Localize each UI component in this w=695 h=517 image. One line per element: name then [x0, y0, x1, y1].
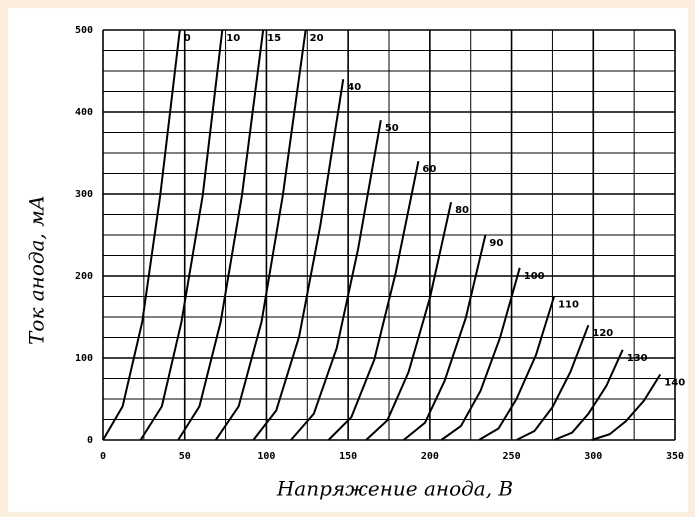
curve	[478, 296, 556, 441]
curve	[177, 29, 265, 441]
curve-label: 60	[422, 164, 436, 175]
curve	[440, 267, 521, 441]
x-tick-label: 250	[503, 451, 521, 462]
curve-label: 130	[627, 353, 648, 364]
curve	[327, 161, 420, 441]
curve	[214, 29, 307, 441]
curve-label: 20	[310, 33, 324, 44]
curve-label: 80	[455, 205, 469, 216]
curve-label: 0	[184, 33, 191, 44]
y-tick-label: 400	[75, 107, 93, 118]
x-tick-label: 150	[339, 451, 357, 462]
y-tick-label: 300	[75, 189, 93, 200]
curve	[553, 349, 624, 441]
x-tick-label: 300	[584, 451, 602, 462]
curve-label: 40	[347, 82, 361, 93]
curve-label: 10	[226, 33, 240, 44]
x-tick-label: 50	[179, 451, 191, 462]
x-tick-label: 0	[100, 451, 106, 462]
curve-label: 100	[524, 271, 545, 282]
curve	[252, 79, 345, 441]
curve-label: 50	[385, 123, 399, 134]
x-axis-label: Напряжение анода, В	[276, 477, 513, 501]
curve-label: 110	[558, 300, 579, 311]
curve	[365, 201, 453, 441]
curve	[591, 373, 662, 441]
curve	[290, 120, 382, 441]
curve	[139, 29, 224, 441]
y-tick-label: 100	[75, 353, 93, 364]
x-tick-label: 100	[257, 451, 275, 462]
curve	[102, 29, 181, 441]
x-tick-label: 350	[666, 451, 684, 462]
curve	[403, 234, 487, 441]
y-tick-label: 0	[87, 435, 93, 446]
y-tick-label: 200	[75, 271, 93, 282]
x-tick-label: 200	[421, 451, 439, 462]
curve	[516, 324, 590, 441]
y-axis-label: Ток анода, мА	[25, 195, 49, 345]
curve-label: 90	[489, 238, 503, 249]
curve-label: 15	[267, 33, 281, 44]
y-tick-label: 500	[75, 25, 93, 36]
curve-label: 140	[664, 377, 685, 388]
curve-label: 120	[592, 328, 613, 339]
